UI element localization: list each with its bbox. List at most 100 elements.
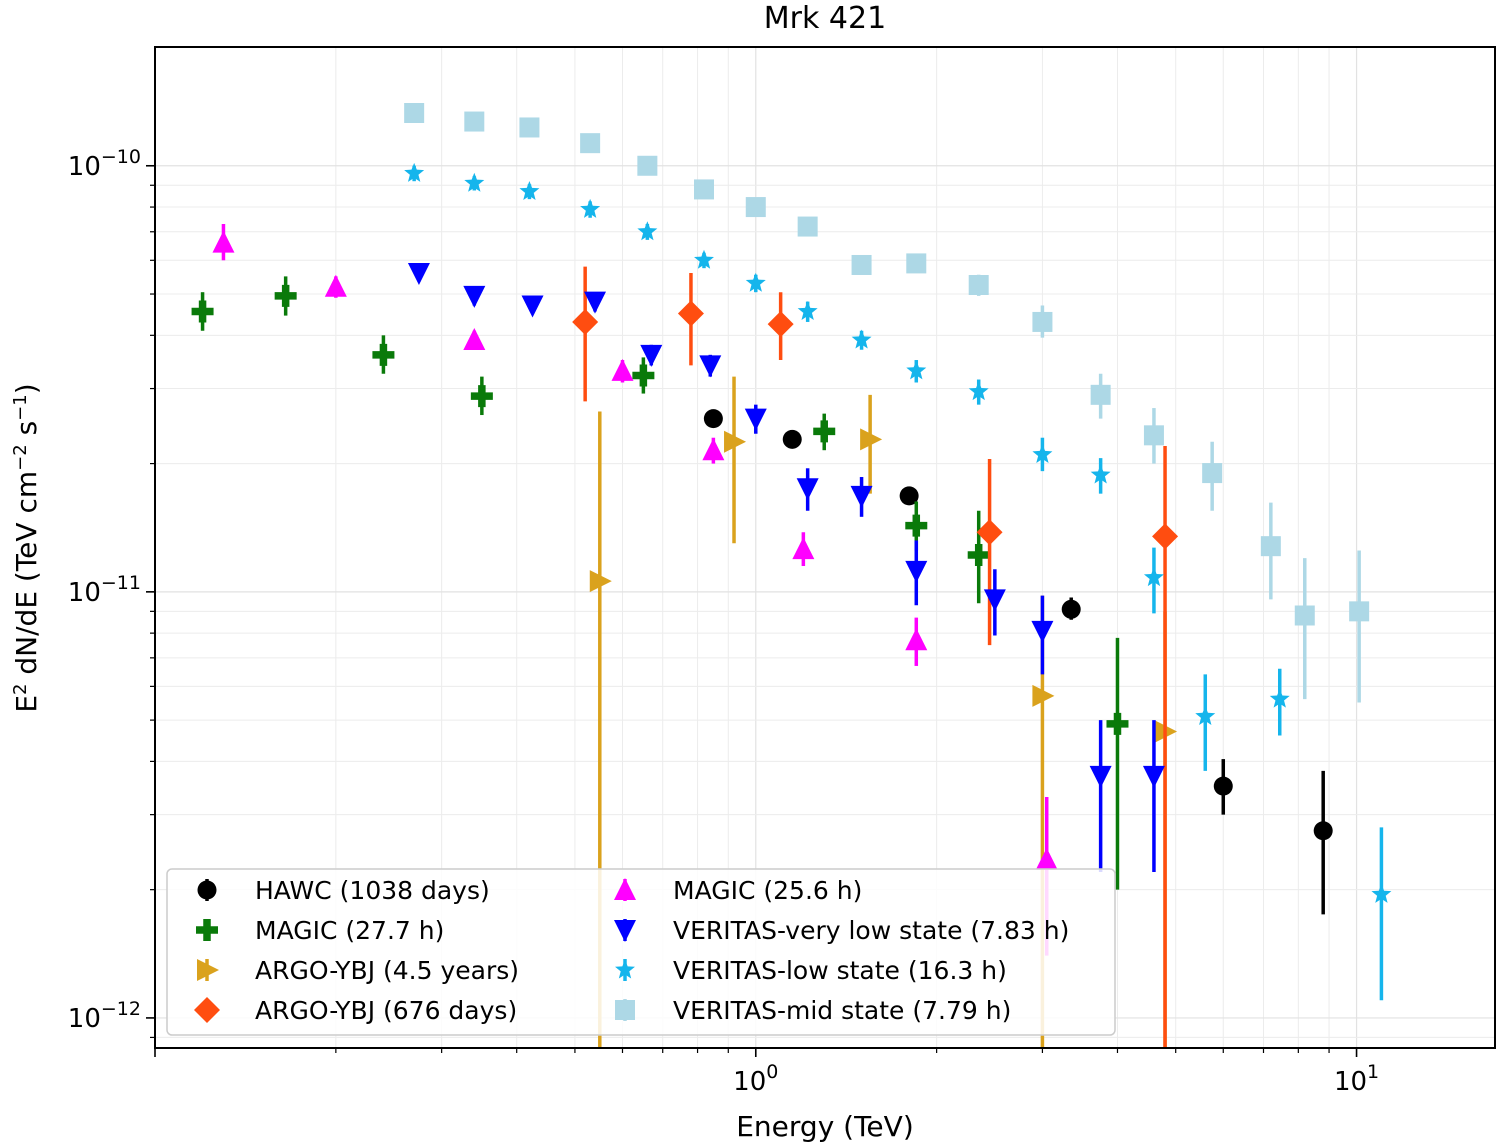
data-point bbox=[677, 300, 704, 327]
plot-frame bbox=[154, 46, 1496, 1049]
data-point bbox=[1143, 425, 1164, 446]
series-2 bbox=[191, 276, 1129, 890]
legend-marker bbox=[615, 1000, 635, 1020]
y-tick-label: 10−10 bbox=[68, 146, 141, 182]
data-point bbox=[767, 311, 794, 338]
series-7 bbox=[404, 162, 1392, 1001]
data-point bbox=[632, 364, 655, 387]
y-tick-label-exponent: −12 bbox=[101, 998, 141, 1020]
data-point bbox=[745, 197, 766, 218]
data-point bbox=[702, 438, 725, 461]
x-tick-label-base: 10 bbox=[1334, 1067, 1367, 1097]
data-point bbox=[967, 544, 990, 567]
data-point bbox=[1090, 384, 1111, 405]
legend-marker bbox=[615, 959, 635, 979]
data-point bbox=[745, 272, 766, 292]
data-point bbox=[850, 485, 873, 508]
y-label-sup3: −1 bbox=[10, 394, 31, 421]
legend-label: VERITAS-mid state (7.79 h) bbox=[673, 996, 1011, 1025]
y-tick-label: 10−11 bbox=[68, 572, 141, 608]
legend-label: ARGO-YBJ (4.5 years) bbox=[255, 956, 519, 985]
data-point bbox=[611, 358, 634, 381]
series-6 bbox=[407, 263, 1165, 873]
x-tick-label-exponent: 1 bbox=[1367, 1061, 1379, 1083]
data-point bbox=[724, 430, 747, 453]
legend-label: MAGIC (25.6 h) bbox=[673, 876, 862, 905]
y-tick-label-base: 10 bbox=[68, 1004, 101, 1034]
data-point bbox=[694, 249, 714, 269]
legend-item: MAGIC (25.6 h) bbox=[614, 876, 862, 905]
data-point bbox=[640, 344, 663, 367]
data-point bbox=[372, 343, 395, 366]
x-tick-label-base: 10 bbox=[733, 1067, 766, 1097]
data-point bbox=[519, 181, 540, 201]
legend-box bbox=[166, 868, 1116, 1036]
data-point bbox=[1089, 765, 1112, 788]
data-point bbox=[521, 295, 544, 318]
data-point bbox=[589, 570, 612, 593]
data-point bbox=[792, 537, 815, 560]
data-point bbox=[1143, 567, 1164, 587]
legend-item: ARGO-YBJ (4.5 years) bbox=[197, 956, 519, 985]
data-point bbox=[1090, 464, 1111, 484]
y-tick-label-exponent: −11 bbox=[101, 572, 141, 594]
data-point bbox=[464, 111, 485, 132]
y-tick-label-exponent: −10 bbox=[101, 146, 141, 168]
legend-item: VERITAS-very low state (7.83 h) bbox=[614, 916, 1069, 945]
data-point bbox=[976, 519, 1003, 546]
y-label-mid: dN/dE (TeV cm bbox=[10, 471, 43, 684]
data-point bbox=[813, 420, 836, 443]
chart-title: Mrk 421 bbox=[764, 1, 886, 36]
y-label-end: ) bbox=[10, 383, 43, 394]
x-tick-label: 101 bbox=[1334, 1061, 1379, 1097]
data-point bbox=[1032, 444, 1053, 464]
data-point bbox=[797, 216, 818, 237]
legend-item: MAGIC (27.7 h) bbox=[196, 916, 444, 945]
data-point bbox=[905, 560, 928, 583]
y-label-base: E bbox=[10, 695, 43, 713]
y-tick-label-base: 10 bbox=[68, 152, 101, 182]
y-label-sup2: −2 bbox=[10, 444, 31, 471]
legend-marker bbox=[197, 880, 217, 900]
data-point bbox=[906, 360, 927, 380]
x-axis-label: Energy (TeV) bbox=[736, 1110, 914, 1143]
data-point bbox=[519, 117, 540, 138]
data-point bbox=[1349, 601, 1370, 622]
data-point bbox=[693, 179, 714, 200]
data-point bbox=[212, 230, 235, 253]
data-point bbox=[1213, 776, 1233, 796]
data-point bbox=[324, 274, 347, 297]
data-point bbox=[1031, 620, 1054, 643]
data-point bbox=[983, 589, 1006, 612]
y-axis-label: E2 dN/dE (TeV cm−2 s−1) bbox=[10, 383, 44, 712]
data-point bbox=[463, 328, 486, 351]
data-point bbox=[1269, 688, 1290, 708]
y-tick-label: 10−12 bbox=[68, 998, 141, 1034]
data-point bbox=[470, 385, 493, 408]
legend-label: MAGIC (27.7 h) bbox=[255, 916, 444, 945]
data-point bbox=[191, 300, 214, 323]
data-point bbox=[905, 628, 928, 651]
data-point bbox=[637, 155, 658, 176]
data-point bbox=[905, 514, 928, 537]
legend-marker bbox=[196, 919, 218, 941]
data-point bbox=[580, 133, 601, 154]
legend-marker bbox=[614, 920, 636, 942]
series-1 bbox=[703, 409, 1333, 915]
data-point bbox=[968, 275, 989, 296]
data-point bbox=[407, 263, 430, 286]
data-point bbox=[637, 221, 658, 241]
data-point bbox=[797, 300, 818, 320]
legend-item: HAWC (1038 days) bbox=[197, 876, 490, 905]
series-4 bbox=[572, 266, 1179, 1048]
legend-item: VERITAS-mid state (7.79 h) bbox=[615, 996, 1011, 1025]
y-label-sup1: 2 bbox=[10, 684, 31, 695]
data-point bbox=[1371, 883, 1392, 903]
legend: HAWC (1038 days) MAGIC (27.7 h) ARGO-YBJ (… bbox=[166, 868, 1116, 1036]
legend-item: ARGO-YBJ (676 days) bbox=[194, 996, 517, 1025]
x-tick-label: 100 bbox=[733, 1061, 778, 1097]
data-point bbox=[699, 355, 722, 378]
data-point bbox=[584, 291, 607, 314]
data-point bbox=[1313, 821, 1333, 841]
